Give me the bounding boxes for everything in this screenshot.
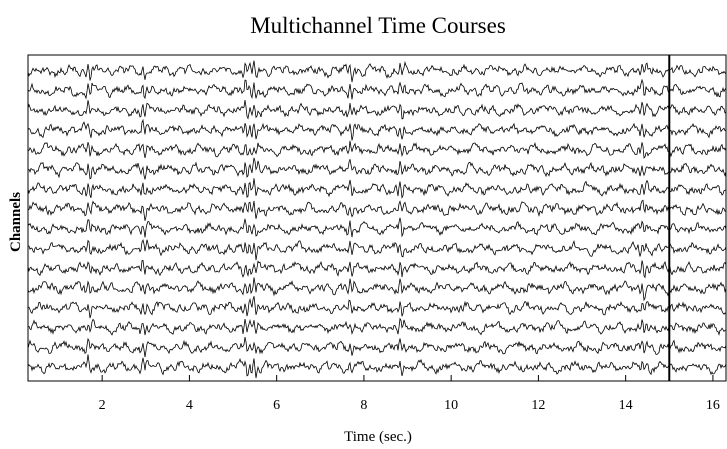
- channel-trace: [27, 100, 727, 120]
- channel-trace: [27, 157, 727, 180]
- channel-trace: [27, 60, 727, 83]
- channel-trace: [27, 217, 727, 238]
- channel-trace: [27, 199, 727, 221]
- x-axis-label: Time (sec.): [344, 429, 412, 445]
- channel-trace: [27, 118, 727, 141]
- y-axis-label: Channels: [8, 192, 24, 252]
- channel-trace: [27, 140, 727, 159]
- chart-title: Multichannel Time Courses: [250, 13, 506, 38]
- x-tick-label: 16: [706, 398, 720, 413]
- channel-trace: [27, 317, 727, 336]
- x-tick-label: 10: [444, 398, 458, 413]
- x-tick-label: 6: [273, 398, 280, 413]
- x-axis-ticks: 2 4 6 8 10 12 14 16: [99, 375, 720, 413]
- channel-traces: [27, 60, 727, 379]
- plot-frame: [27, 54, 727, 382]
- channel-trace: [27, 277, 727, 302]
- channel-trace: [27, 296, 727, 319]
- channel-trace: [27, 178, 727, 199]
- channel-trace: [27, 259, 727, 279]
- channel-trace: [27, 337, 727, 358]
- x-tick-label: 14: [619, 398, 633, 413]
- x-tick-label: 2: [99, 398, 106, 413]
- channel-trace: [27, 354, 727, 379]
- x-tick-label: 12: [531, 398, 545, 413]
- channel-trace: [27, 238, 727, 261]
- x-tick-label: 4: [186, 398, 193, 413]
- x-tick-label: 8: [360, 398, 367, 413]
- channel-trace: [27, 78, 727, 100]
